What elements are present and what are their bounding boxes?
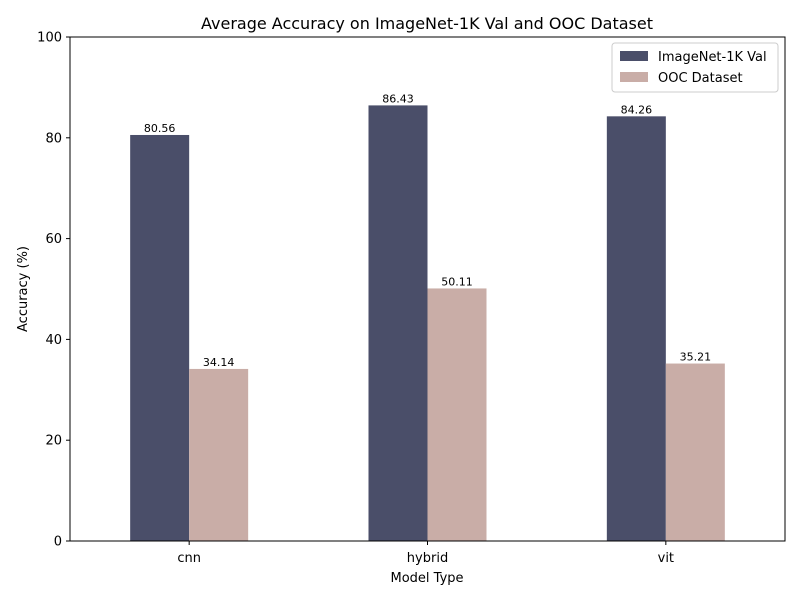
- legend-label-imagenet: ImageNet-1K Val: [658, 50, 767, 65]
- bar-ooc-cnn: [189, 368, 249, 541]
- legend-swatch-ooc: [620, 72, 648, 82]
- y-tick-label: 60: [45, 232, 62, 247]
- bar-ooc-vit: [665, 363, 725, 541]
- bar-value-label: 50.11: [441, 275, 473, 288]
- y-tick-label: 40: [45, 333, 62, 348]
- legend-label-ooc: OOC Dataset: [658, 71, 743, 86]
- bar-value-label: 80.56: [144, 122, 176, 135]
- y-tick-label: 20: [45, 434, 62, 449]
- x-tick-label-vit: vit: [658, 551, 674, 566]
- x-axis-label: Model Type: [390, 571, 463, 586]
- bar-value-label: 86.43: [382, 92, 414, 105]
- chart-title: Average Accuracy on ImageNet-1K Val and …: [201, 14, 653, 33]
- y-axis-label: Accuracy (%): [16, 246, 31, 332]
- x-tick-label-hybrid: hybrid: [407, 551, 448, 566]
- bar-imagenet-cnn: [130, 134, 190, 541]
- bar-value-label: 35.21: [680, 351, 712, 364]
- y-tick-label: 100: [37, 31, 62, 46]
- y-tick-label: 80: [45, 131, 62, 146]
- legend-box: [611, 42, 779, 93]
- legend-swatch-imagenet: [620, 51, 648, 61]
- legend: ImageNet-1K Val OOC Dataset: [611, 42, 779, 93]
- y-tick-label: 0: [54, 535, 62, 550]
- bar-value-label: 84.26: [621, 103, 653, 116]
- x-tick-label-cnn: cnn: [177, 551, 201, 566]
- bar-ooc-hybrid: [427, 288, 487, 541]
- bar-imagenet-hybrid: [368, 105, 428, 542]
- plot-area: 80.56 86.43 84.26 34.14 50.11 35.21 0 20 40 60 80 1…: [37, 31, 786, 566]
- bar-value-label: 34.14: [203, 356, 235, 369]
- bar-imagenet-vit: [606, 116, 666, 542]
